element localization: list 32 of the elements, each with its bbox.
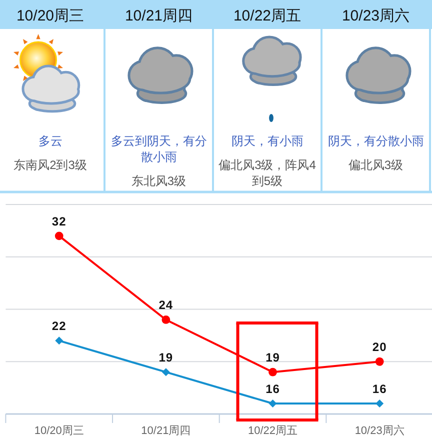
point [162, 368, 170, 376]
data-label: 22 [52, 319, 66, 334]
data-label: 20 [372, 340, 387, 354]
category-label: 10/20周三 [16, 8, 84, 24]
data-label: 24 [158, 298, 174, 312]
x-tick-label: 10/20周三 [34, 425, 84, 437]
text: 阴天，有小雨 [231, 134, 304, 148]
point [162, 316, 170, 324]
text: 东南风2到3级 [14, 158, 87, 172]
text: 偏北风3级 [348, 158, 404, 172]
point [54, 232, 64, 240]
text: 多云 [38, 134, 62, 148]
data-label: 16 [266, 382, 280, 396]
x-tick-label: 10/23周六 [354, 424, 404, 437]
text: 阴天，有分散小雨 [328, 134, 424, 148]
text: 多云到阴天，有分散小雨 [110, 134, 207, 164]
data-label: 16 [372, 382, 387, 396]
category-label: 10/22周五 [233, 8, 302, 24]
category-label: 10/23周六 [342, 8, 410, 24]
point [55, 336, 64, 345]
category-label: 10/21周四 [124, 8, 193, 24]
point [268, 368, 277, 376]
point [375, 357, 384, 366]
data-label: 19 [266, 350, 280, 365]
data-label: 32 [52, 214, 66, 228]
x-tick-label: 10/22周五 [248, 425, 298, 437]
data-label: 19 [158, 350, 174, 365]
point [268, 400, 277, 408]
point [376, 400, 384, 408]
x-tick-label: 10/21周四 [141, 425, 191, 437]
text: 偏北风3级，阵风4到5级 [218, 158, 316, 188]
text: 东北风3级 [131, 174, 186, 188]
